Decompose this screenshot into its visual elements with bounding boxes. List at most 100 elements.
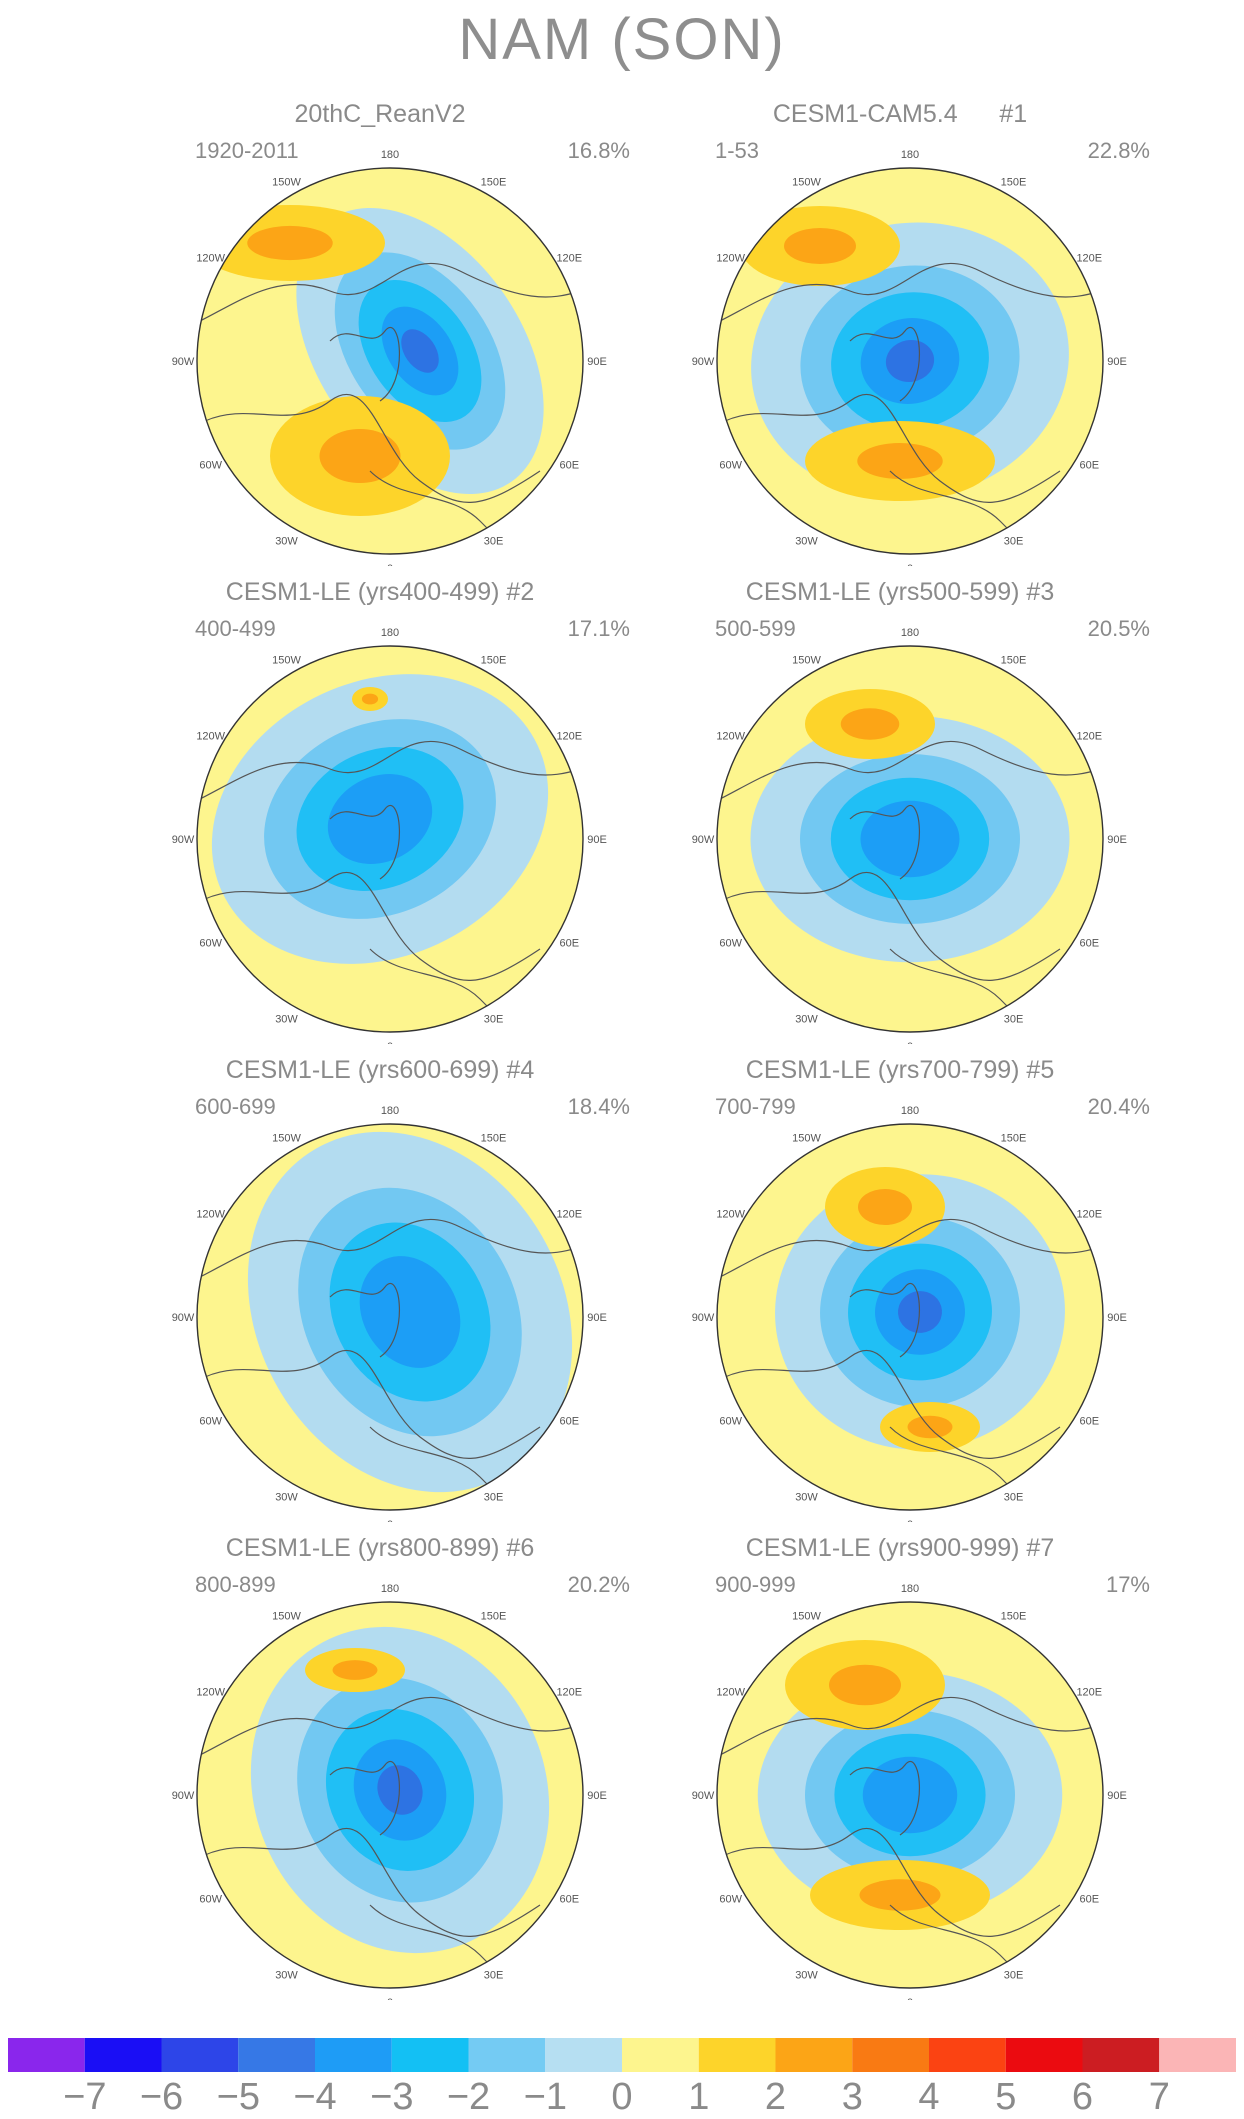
coastline [724,1827,1061,1937]
coastline [204,1827,541,1937]
polar-map: 180 150W 150E 120W 120E 90W 90E 60W 60E 30W 30E 0 [172,149,607,566]
longitude-label: 60E [560,938,580,950]
colorbar-swatch [468,2038,546,2072]
positive-anomaly-contour [840,708,900,740]
longitude-label: 30E [484,535,504,547]
longitude-label: 120E [1076,731,1102,743]
coastline [849,327,920,402]
longitude-label: 60W [199,1894,222,1906]
longitude-label: 90E [587,1312,607,1324]
coastline [719,741,1101,800]
coastline [719,1697,1101,1756]
colorbar-swatch [1159,2038,1236,2072]
longitude-label: 180 [901,627,919,639]
longitude-label: 30W [795,1969,818,1981]
longitude-label: 60E [560,1894,580,1906]
longitude-label: 0 [907,1041,913,1044]
coastline [724,871,1061,981]
longitude-label: 30W [275,1491,298,1503]
longitude-label: 150E [481,1133,507,1145]
colorbar-swatch [1005,2038,1083,2072]
longitude-label: 150E [1001,1133,1027,1145]
longitude-label: 120E [556,1687,582,1699]
map-boundary [196,645,584,1033]
longitude-label: 90W [172,1790,195,1802]
longitude-label: 60E [1080,938,1100,950]
colorbar-tick-label: −5 [216,2076,260,2118]
panel-title: CESM1-LE (yrs600-699) #4 [225,1056,535,1084]
longitude-label: 90E [1107,1312,1127,1324]
panel-title: CESM1-LE (yrs900-999) #7 [745,1534,1055,1562]
map-panel: CESM1-LE (yrs700-799) #5 700-799 20.4% 180 1… [620,1056,1180,1526]
colorbar-tick-label: 0 [611,2076,633,2118]
longitude-label: 120W [716,731,745,743]
longitude-label: 150W [272,177,301,189]
map-boundary [716,1601,1104,1989]
longitude-label: 90W [172,1312,195,1324]
colorbar-tick-label: −6 [139,2076,184,2118]
coastline [204,871,541,981]
longitude-label: 180 [381,627,399,639]
longitude-label: 120W [716,253,745,265]
polar-map: 180 150W 150E 120W 120E 90W 90E 60W 60E 30W 30E 0 [692,1583,1127,2000]
longitude-label: 90W [692,1790,715,1802]
colorbar-swatch [315,2038,392,2072]
colorbar-swatch [391,2038,469,2072]
panel-years: 800-899 [195,1572,276,1597]
negative-anomaly-contour [327,774,433,864]
longitude-label: 90E [587,1790,607,1802]
longitude-label: 90E [1107,834,1127,846]
longitude-label: 120E [1076,1687,1102,1699]
longitude-label: 60W [199,938,222,950]
longitude-label: 60W [719,1416,742,1428]
map-boundary [716,645,1104,1033]
colorbar-swatch [775,2038,853,2072]
longitude-label: 180 [901,1105,919,1117]
colorbar-swatch [545,2038,622,2072]
longitude-label: 30E [1004,1013,1024,1025]
panel-years: 600-699 [195,1094,276,1119]
longitude-label: 180 [381,149,399,161]
colorbar-swatch [622,2038,699,2072]
panel-title: 20thC_ReanV2 [294,100,466,128]
colorbar-swatch [84,2038,162,2072]
map-panel: CESM1-LE (yrs900-999) #7 900-999 17% 180 150… [620,1534,1180,2004]
coastline [329,805,400,880]
longitude-label: 60E [560,1416,580,1428]
longitude-label: 0 [907,563,913,566]
panel-variance-percent: 17% [1105,1572,1150,1597]
longitude-label: 60W [199,1416,222,1428]
panel-title: CESM1-LE (yrs800-899) #6 [225,1534,535,1562]
longitude-label: 30E [1004,1969,1024,1981]
negative-anomaly-core [401,329,439,373]
coastline [204,1349,541,1459]
map-panel: CESM1-LE (yrs500-599) #3 500-599 20.5% 180 1… [620,578,1180,1048]
longitude-label: 120W [196,1687,225,1699]
longitude-label: 90W [172,356,195,368]
longitude-label: 30E [484,1969,504,1981]
longitude-label: 150W [792,655,821,667]
positive-anomaly-contour [907,1415,953,1439]
panel-years: 700-799 [715,1094,796,1119]
colorbar-tick-label: 2 [764,2076,787,2118]
longitude-label: 0 [907,1519,913,1522]
longitude-label: 90E [1107,356,1127,368]
panel-title: CESM1-CAM5.4 #1 [772,100,1028,128]
coastline [849,1283,920,1358]
colorbar-tick-label: 5 [995,2076,1017,2118]
longitude-label: 60W [199,460,222,472]
coastline [204,393,541,503]
colorbar-tick-label: −4 [293,2076,337,2118]
longitude-label: 120E [556,1209,582,1221]
longitude-label: 180 [381,1583,399,1595]
positive-anomaly-contour [247,225,333,261]
longitude-label: 0 [387,1519,393,1522]
colorbar-swatch [852,2038,929,2072]
colorbar [8,2038,1236,2072]
longitude-label: 90E [587,834,607,846]
longitude-label: 60W [719,938,742,950]
negative-anomaly-contour [359,1256,461,1368]
longitude-label: 30E [1004,535,1024,547]
panel-variance-percent: 22.8% [1087,138,1150,163]
longitude-label: 120W [196,1209,225,1221]
